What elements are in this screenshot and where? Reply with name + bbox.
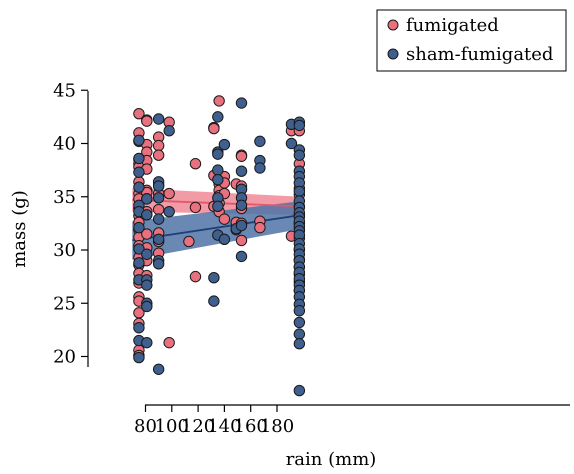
x-tick-label: 160 [234,416,268,437]
data-point-sham-fumigated [133,351,145,364]
data-point-fumigated [213,95,225,107]
data-point-sham-fumigated [163,205,175,218]
data-point-sham-fumigated [212,200,224,213]
y-axis: 20 25 30 35 40 45 [53,80,89,368]
data-point-fumigated [152,149,165,161]
data-point-sham-fumigated [285,137,298,150]
y-tick-label: 35 [53,187,76,208]
data-point-fumigated [189,158,202,170]
data-point-sham-fumigated [212,111,224,123]
data-point-sham-fumigated [133,322,145,334]
legend-marker-sham-fumigated [387,48,399,60]
y-tick-label: 40 [53,134,76,155]
data-point-fumigated [152,203,165,216]
legend-label-fumigated: fumigated [406,15,499,36]
data-point-sham-fumigated [141,336,153,349]
x-axis-title: rain (mm) [286,449,377,470]
legend: fumigated sham-fumigated [376,9,567,72]
x-tick-label: 100 [155,416,189,437]
x-tick-label: 120 [181,416,215,437]
data-point-sham-fumigated [235,199,248,211]
data-point-sham-fumigated [293,338,306,350]
data-point-sham-fumigated [293,305,306,317]
data-point-fumigated [163,187,175,200]
data-point-sham-fumigated [235,219,248,232]
legend-label-sham-fumigated: sham-fumigated [406,44,553,65]
data-point-fumigated [141,228,153,240]
legend-marker-fumigated [387,19,399,31]
data-point-sham-fumigated [133,257,145,269]
data-point-sham-fumigated [254,162,266,174]
x-tick-label: 140 [207,416,241,437]
data-point-sham-fumigated [218,138,231,151]
data-point-sham-fumigated [293,119,306,132]
data-point-sham-fumigated [235,165,248,177]
data-point-fumigated [183,235,195,248]
data-point-fumigated [189,201,202,214]
data-point-sham-fumigated [212,148,224,160]
y-tick-label: 30 [53,240,76,261]
data-point-fumigated [254,221,266,234]
data-point-sham-fumigated [152,213,165,225]
data-point-sham-fumigated [293,149,306,161]
data-point-sham-fumigated [141,300,153,313]
data-point-sham-fumigated [235,250,248,263]
data-point-sham-fumigated [141,279,153,291]
data-point-sham-fumigated [133,166,145,178]
data-point-fumigated [235,234,248,247]
y-tick-label: 20 [53,347,76,368]
data-point-sham-fumigated [133,243,145,255]
data-point-sham-fumigated [152,258,165,270]
data-point-sham-fumigated [152,363,165,375]
data-point-sham-fumigated [152,233,165,246]
data-point-fumigated [208,122,220,135]
data-point-sham-fumigated [152,180,165,192]
y-tick-label: 25 [53,293,76,314]
data-point-sham-fumigated [293,316,306,329]
data-point-sham-fumigated [141,248,153,260]
data-point-sham-fumigated [141,193,153,205]
data-point-sham-fumigated [208,271,220,284]
data-point-sham-fumigated [208,295,220,307]
data-point-sham-fumigated [133,152,145,165]
data-point-sham-fumigated [218,233,231,246]
data-point-fumigated [235,150,248,162]
x-tick-label: 80 [134,416,157,437]
data-point-sham-fumigated [133,134,145,147]
data-point-sham-fumigated [212,164,224,176]
points [133,95,306,397]
data-point-sham-fumigated [254,135,266,148]
y-tick-label: 45 [53,80,76,101]
data-point-fumigated [189,270,202,283]
data-point-sham-fumigated [152,113,165,125]
data-point-sham-fumigated [293,328,306,340]
y-axis-title: mass (g) [9,190,30,268]
data-point-fumigated [218,213,231,225]
data-point-sham-fumigated [163,125,175,137]
data-point-sham-fumigated [133,221,145,234]
data-point-sham-fumigated [141,209,153,221]
data-point-sham-fumigated [293,384,306,397]
data-point-sham-fumigated [293,185,306,198]
data-point-sham-fumigated [235,97,248,109]
x-tick-label: 180 [260,416,294,437]
data-point-fumigated [133,107,145,120]
data-point-fumigated [152,139,165,152]
data-point-fumigated [141,115,153,127]
data-point-sham-fumigated [152,192,165,204]
data-point-sham-fumigated [212,174,224,186]
legend-box [376,9,567,72]
data-point-fumigated [163,336,175,349]
data-point-sham-fumigated [133,181,145,193]
